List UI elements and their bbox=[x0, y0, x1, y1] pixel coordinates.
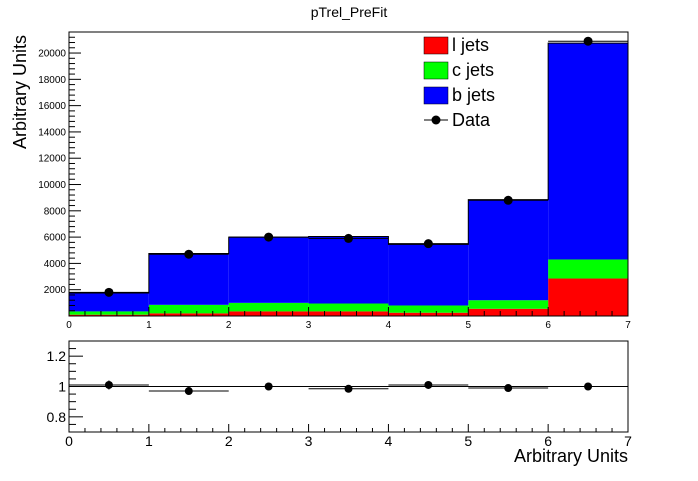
x-tick-label-5: 5 bbox=[466, 320, 472, 331]
x-tick-label-0: 0 bbox=[66, 320, 72, 331]
ratio-x-tick-label-3: 3 bbox=[305, 433, 313, 449]
bar-b-jets-bin-1 bbox=[148, 253, 229, 305]
x-tick-label-4: 4 bbox=[386, 320, 392, 331]
data-point-5 bbox=[503, 195, 513, 205]
bar-b-jets-bin-3 bbox=[308, 236, 389, 304]
bar-c-jets-bin-4 bbox=[388, 305, 469, 313]
y-tick-label-16000: 16000 bbox=[38, 101, 66, 112]
ratio-point-2 bbox=[264, 382, 273, 391]
y-tick-label-18000: 18000 bbox=[38, 75, 66, 86]
bar-l-jets-bin-4 bbox=[388, 312, 469, 316]
x-tick-label-1: 1 bbox=[146, 320, 152, 331]
legend-label-b-jets: b jets bbox=[452, 85, 495, 105]
bar-c-jets-bin-0 bbox=[69, 311, 149, 315]
data-point-6 bbox=[583, 36, 593, 46]
y-tick-label-14000: 14000 bbox=[38, 127, 66, 138]
bar-c-jets-bin-2 bbox=[228, 302, 309, 312]
ratio-point-4 bbox=[424, 380, 433, 389]
bar-b-jets-bin-4 bbox=[388, 244, 469, 306]
ratio-point-1 bbox=[184, 387, 193, 396]
ratio-plot: 0.8 1 1.2 0 1 2 3 4 5 6 7 bbox=[47, 340, 632, 449]
ratio-x-tick-label-1: 1 bbox=[145, 433, 153, 449]
ratio-y-tick-label-2: 1.2 bbox=[47, 348, 67, 364]
x-axis-label: Arbitrary Units bbox=[514, 446, 628, 466]
ratio-x-tick-label-5: 5 bbox=[464, 433, 472, 449]
ratio-point-3 bbox=[344, 384, 353, 393]
main-plot: 2000 4000 6000 8000 10000 12000 14000 16000 1800… bbox=[38, 31, 631, 331]
x-tick-label-2: 2 bbox=[226, 320, 232, 331]
bar-b-jets-bin-0 bbox=[69, 292, 149, 312]
bar-l-jets-bin-2 bbox=[228, 311, 309, 316]
y-tick-label-10000: 10000 bbox=[38, 180, 66, 191]
chart-title: pTrel_PreFit bbox=[311, 4, 388, 20]
ratio-y-tick-label-0: 0.8 bbox=[47, 409, 67, 425]
legend: l jets c jets b jets Data bbox=[423, 35, 495, 130]
bar-l-jets-bin-1 bbox=[148, 313, 229, 316]
bar-l-jets-bin-0 bbox=[69, 314, 149, 316]
bar-l-jets-bin-5 bbox=[468, 308, 549, 316]
legend-swatch-l-jets bbox=[423, 36, 449, 55]
ratio-x-tick-label-0: 0 bbox=[65, 433, 73, 449]
legend-data-marker bbox=[431, 115, 441, 125]
x-tick-label-3: 3 bbox=[306, 320, 312, 331]
y-tick-label-8000: 8000 bbox=[44, 206, 67, 217]
x-tick-label-6: 6 bbox=[545, 320, 551, 331]
y-tick-label-12000: 12000 bbox=[38, 154, 66, 165]
legend-label-l-jets: l jets bbox=[452, 35, 489, 55]
bar-b-jets-bin-6 bbox=[548, 43, 628, 260]
bar-l-jets-bin-3 bbox=[308, 311, 389, 316]
data-point-2 bbox=[264, 232, 274, 242]
ratio-x-tick-label-7: 7 bbox=[624, 433, 632, 449]
data-point-4 bbox=[423, 239, 433, 249]
y-tick-label-6000: 6000 bbox=[44, 233, 67, 244]
legend-swatch-c-jets bbox=[423, 61, 449, 80]
y-axis-label: Arbitrary Units bbox=[10, 35, 30, 149]
legend-label-data: Data bbox=[452, 110, 491, 130]
bar-c-jets-bin-5 bbox=[468, 300, 549, 309]
data-point-1 bbox=[184, 249, 194, 259]
bar-b-jets-bin-2 bbox=[228, 237, 309, 303]
bar-c-jets-bin-6 bbox=[548, 259, 628, 279]
bar-c-jets-bin-3 bbox=[308, 303, 389, 312]
ratio-x-tick-label-6: 6 bbox=[544, 433, 552, 449]
ratio-x-tick-label-4: 4 bbox=[385, 433, 393, 449]
ratio-point-0 bbox=[104, 380, 113, 389]
ratio-x-tick-label-2: 2 bbox=[225, 433, 233, 449]
ratio-y-tick-label-1: 1 bbox=[58, 379, 66, 395]
bar-b-jets-bin-5 bbox=[468, 199, 549, 301]
data-point-3 bbox=[344, 233, 353, 243]
y-tick-label-4000: 4000 bbox=[44, 259, 67, 270]
bar-l-jets-bin-6 bbox=[548, 278, 628, 316]
ratio-point-6 bbox=[584, 382, 593, 391]
bar-c-jets-bin-1 bbox=[148, 304, 229, 314]
legend-swatch-b-jets bbox=[423, 86, 449, 105]
y-tick-label-20000: 20000 bbox=[38, 49, 66, 60]
ratio-point-5 bbox=[504, 384, 513, 393]
legend-label-c-jets: c jets bbox=[452, 60, 494, 80]
data-point-0 bbox=[104, 287, 114, 297]
y-tick-label-2000: 2000 bbox=[44, 285, 67, 296]
x-tick-label-7: 7 bbox=[625, 320, 631, 331]
